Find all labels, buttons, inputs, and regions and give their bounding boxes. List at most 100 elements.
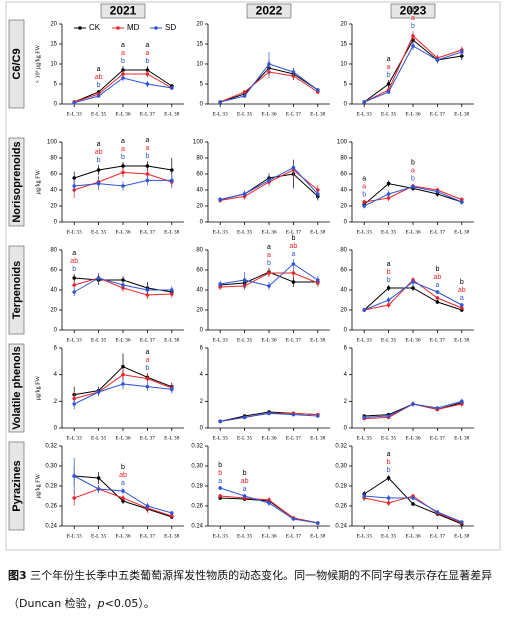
column-header: 2022 — [256, 4, 283, 18]
significance-letter: a — [145, 50, 149, 57]
x-tick-label: E-L 35 — [91, 111, 106, 117]
y-tick-label: 0 — [344, 220, 348, 226]
y-tick-label: 0 — [200, 426, 204, 432]
x-tick-label: E-L 33 — [67, 533, 82, 539]
x-tick-label: E-L 33 — [357, 337, 372, 343]
point — [170, 288, 174, 292]
x-tick-label: E-L 37 — [140, 337, 155, 343]
legend-label: SD — [165, 23, 176, 32]
point — [72, 474, 76, 478]
x-tick-label: E-L 37 — [140, 111, 155, 117]
legend-marker — [116, 26, 120, 30]
point — [96, 181, 101, 186]
x-tick-label: E-L 36 — [405, 229, 420, 235]
y-tick-label: 0.30 — [191, 464, 203, 470]
y-tick-label: 100 — [193, 140, 204, 146]
point — [170, 514, 174, 518]
x-tick-label: E-L 36 — [261, 111, 276, 117]
y-tick-label: 15 — [196, 42, 203, 48]
significance-letter: a — [387, 261, 391, 268]
point — [460, 303, 464, 307]
point — [267, 178, 271, 183]
x-tick-label: E-L 38 — [164, 533, 179, 539]
x-tick-label: E-L 33 — [213, 229, 228, 235]
x-tick-label: E-L 36 — [261, 533, 276, 539]
point — [435, 406, 440, 410]
significance-letter: a — [121, 42, 125, 49]
legend-marker — [154, 26, 158, 30]
y-tick-label: 20 — [196, 22, 203, 28]
significance-letter: ab — [409, 7, 417, 14]
significance-letter: b — [145, 153, 149, 160]
y-tick-label: 20 — [50, 308, 57, 314]
point — [72, 276, 76, 280]
point — [145, 164, 150, 168]
y-tick-label: 0.24 — [335, 524, 347, 530]
significance-letter: a — [362, 175, 366, 182]
x-tick-label: E-L 35 — [91, 229, 106, 235]
y-tick-label: 80 — [196, 248, 203, 254]
point — [316, 192, 320, 196]
y-tick-label: 0.32 — [191, 444, 203, 450]
point — [121, 68, 125, 72]
x-tick-label: E-L 37 — [140, 435, 155, 441]
significance-letter: a — [435, 282, 439, 289]
x-tick-label: E-L 35 — [381, 337, 396, 343]
caption-label: 图3 — [8, 569, 27, 582]
x-tick-label: E-L 38 — [310, 111, 325, 117]
column-header-box — [100, 3, 146, 19]
x-tick-label: E-L 33 — [67, 337, 82, 343]
point — [435, 58, 440, 62]
significance-letter: b — [145, 365, 149, 372]
point — [121, 72, 125, 76]
point — [362, 200, 367, 204]
point — [291, 271, 296, 275]
point — [96, 276, 101, 280]
series-line — [74, 77, 172, 104]
x-tick-label: E-L 37 — [430, 229, 445, 235]
x-tick-label: E-L 37 — [286, 533, 301, 539]
y-tick-label: 100 — [337, 140, 348, 146]
point — [267, 411, 271, 416]
significance-letter: a — [145, 42, 149, 49]
significance-letter: b — [387, 72, 391, 79]
point — [145, 178, 150, 183]
x-tick-label: E-L 33 — [213, 337, 228, 343]
point — [72, 283, 76, 287]
point — [242, 90, 247, 94]
significance-letter: b — [121, 154, 125, 161]
point — [145, 82, 150, 86]
y-tick-label: 60 — [50, 268, 57, 274]
y-tick-label: 0 — [54, 426, 58, 432]
significance-letter: a — [145, 349, 149, 356]
point — [386, 90, 391, 94]
significance-letter: b — [145, 58, 149, 65]
x-tick-label: E-L 36 — [405, 337, 420, 343]
x-tick-label: E-L 38 — [454, 229, 469, 235]
y-axis-label: × 10³ μg/kg FW — [35, 44, 41, 83]
significance-letter: b — [362, 191, 366, 198]
point — [386, 476, 391, 480]
significance-letter: ab — [70, 258, 78, 265]
point — [267, 501, 271, 505]
point — [386, 192, 391, 196]
x-tick-label: E-L 35 — [381, 435, 396, 441]
point — [386, 196, 391, 200]
x-tick-label: E-L 37 — [430, 111, 445, 117]
x-tick-label: E-L 35 — [381, 111, 396, 117]
column-header-box — [246, 3, 292, 19]
significance-letter: b — [97, 157, 101, 164]
point — [121, 283, 125, 287]
x-tick-label: E-L 36 — [405, 533, 420, 539]
significance-letter: ab — [241, 478, 249, 485]
y-tick-label: 80 — [196, 156, 203, 162]
point — [386, 298, 391, 302]
point — [362, 308, 367, 312]
significance-letter: ab — [290, 243, 298, 250]
y-tick-label: 20 — [196, 308, 203, 314]
y-tick-label: 0 — [54, 102, 58, 108]
significance-letter: a — [72, 250, 76, 257]
point — [267, 62, 271, 66]
point — [435, 300, 440, 304]
significance-letter: a — [460, 295, 464, 302]
